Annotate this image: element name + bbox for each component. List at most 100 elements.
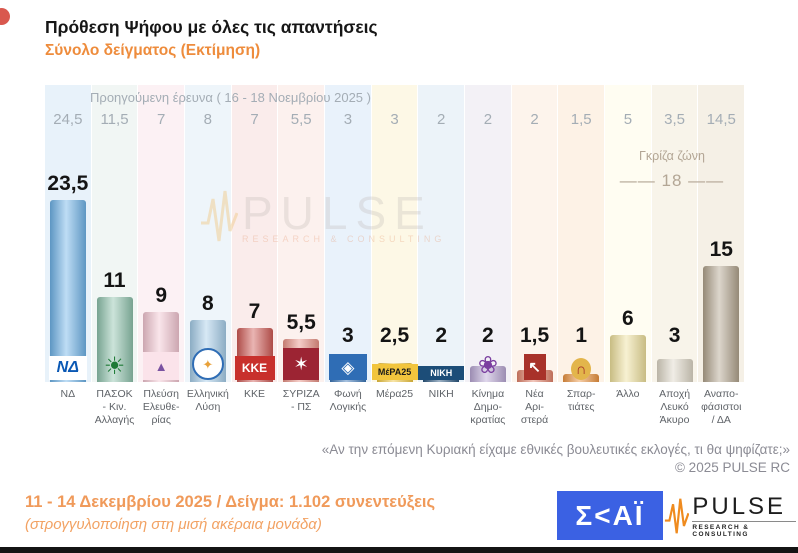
party-label: ΚΚΕ [244,388,266,400]
page-title: Πρόθεση Ψήφου με όλες τις απαντήσεις [45,17,378,37]
pulse-logo-divider [692,520,797,522]
gray-zone-label: Γκρίζα ζώνη [638,149,706,163]
previous-value: 11,5 [100,111,129,128]
party-label: ΝΙΚΗ [428,388,454,400]
previous-value: 5,5 [290,111,312,128]
party-column-6: 5,5 5,5 ✶ ΣΥΡΙΖΑ - ΠΣ [278,85,325,413]
previous-value: 5 [623,111,633,128]
party-column-5: 7 7 KKE ΚΚΕ [231,85,278,400]
nea-aristera-arrow-logo-icon: ↖ [523,354,546,380]
bar-value: 9 [155,284,168,307]
previous-value: 3,5 [664,111,685,128]
party-label: Πλεύση Ελευθε- ρίας [142,388,180,427]
party-column-4: 8 8 ✦ Ελληνική Λύση [185,85,231,413]
party-bar [49,200,86,382]
party-column-7: 3 3 ◈ Φωνή Λογικής [325,85,371,413]
party-column-9: 2 2 ΝΙΚΗ ΝΙΚΗ [418,85,465,400]
skai-logo-text: Σ<ΑΪ [575,499,645,531]
party-label: Σπαρ- τιάτες [566,388,596,414]
party-bar [469,366,506,382]
plefsi-boat-logo-icon: ▲ [143,352,180,380]
mera25-logo-icon: ΜέΡΑ25 [371,364,418,380]
survey-question: «Αν την επόμενη Κυριακή είχαμε εθνικές β… [250,441,790,477]
party-columns: 24,5 23,5 ΝΔ ΝΔ 11,5 11 ☀ ΠΑΣΟΚ - Κιν. Α… [45,85,745,426]
bar-value: 2 [482,324,494,347]
party-label: Αναπο- φάσιστοι / ΔΑ [701,388,742,427]
party-column-8: 3 2,5 ΜέΡΑ25 Μέρα25 [371,85,418,400]
niki-logo-icon: ΝΙΚΗ [418,366,465,380]
skai-logo: Σ<ΑΪ [557,491,663,540]
elliniki-lysi-compass-logo-icon: ✦ [191,348,224,380]
previous-value: 2 [483,111,493,128]
party-bar [96,297,133,382]
bar-value: 2 [435,324,448,347]
bar-value: 2,5 [379,324,410,347]
party-label: Κίνημα Δημο- κρατίας [470,388,506,427]
previous-survey-label: Προηγούμενη έρευνα ( 16 - 18 Νοεμβρίου 2… [90,90,371,105]
gray-zone-annotation: Γκρίζα ζώνη 18 [607,149,737,191]
previous-value: 14,5 [706,111,736,128]
previous-value: 7 [250,111,259,128]
bar-value: 1,5 [519,324,550,347]
bar-value: 23,5 [47,172,89,195]
pulse-logo: PULSE RESEARCH & CONSULTING [664,487,798,545]
bar-value: 5,5 [286,311,316,334]
party-column-1: 24,5 23,5 ΝΔ ΝΔ [45,85,91,400]
party-column-12: 1,5 1 ∩ Σπαρ- τιάτες [558,85,605,413]
pulse-logo-subtext: RESEARCH & CONSULTING [692,523,750,538]
spartiates-helmet-logo-icon: ∩ [571,358,592,380]
gray-zone-value: 18 [607,171,737,191]
party-column-13: 5 6 Άλλο [605,85,651,400]
pasok-sun-logo-icon: ☀ [103,353,126,380]
party-bar [609,335,646,382]
kke-logo-icon: KKE [234,356,275,380]
previous-value: 1,5 [570,111,592,128]
previous-value: 24,5 [53,111,83,128]
rounding-note: (στρογγυλοποίηση στη μισή ακέραια μονάδα… [25,516,322,533]
question-text: «Αν την επόμενη Κυριακή είχαμε εθνικές β… [321,442,790,457]
party-label: Μέρα25 [375,388,414,400]
party-label: Νέα Αρι- στερά [520,388,549,427]
pulse-logo-text: PULSE [692,492,787,520]
bar-value: 11 [103,269,126,292]
party-label: Άλλο [616,388,640,400]
record-dot-icon [0,8,10,25]
bar-value: 6 [622,307,634,330]
party-label: Φωνή Λογικής [329,388,367,414]
previous-value: 3 [343,111,353,128]
previous-value: 7 [157,111,166,128]
foni-logikis-logo-icon: ◈ [328,354,367,380]
party-label: Αποχή Λευκό Άκυρο [659,388,691,427]
previous-value: 3 [390,111,399,128]
bar-value: 7 [248,300,261,323]
copyright-text: © 2025 PULSE RC [674,460,790,476]
bar-value: 8 [202,292,214,315]
bar-value: 15 [709,238,733,261]
party-column-11: 2 1,5 ↖ Νέα Αρι- στερά [511,85,558,426]
subtitle: Σύνολο δείγματος (Εκτίμηση) [45,42,261,59]
party-column-15: 14,5 15 Αναπο- φάσιστοι / ΔΑ [698,85,745,426]
bar-value: 3 [342,324,354,347]
fieldwork-dates: 11 - 14 Δεκεμβρίου 2025 / Δείγμα: 1.102 … [25,493,436,511]
bar-chart: Προηγούμενη έρευνα ( 16 - 18 Νοεμβρίου 2… [45,85,745,426]
kinima-dimokratias-flower-logo-icon: ❀ [477,352,498,379]
syriza-star-logo-icon: ✶ [283,348,320,380]
bar-value: 1 [575,324,588,347]
party-label: ΣΥΡΙΖΑ - ΠΣ [282,388,320,414]
party-column-2: 11,5 11 ☀ ΠΑΣΟΚ - Κιν. Αλλαγής [91,85,138,426]
previous-value: 8 [203,111,213,128]
party-column-3: 7 9 ▲ Πλεύση Ελευθε- ρίας [138,85,185,426]
previous-value: 2 [530,111,539,128]
bar-value: 3 [668,324,681,347]
party-column-14: 3,5 3 Αποχή Λευκό Άκυρο [651,85,698,426]
party-label: ΠΑΣΟΚ - Κιν. Αλλαγής [94,388,135,427]
party-label: ΝΔ [60,388,76,400]
previous-value: 2 [437,111,446,128]
party-bar [703,266,740,382]
pulse-waveform-icon [664,498,690,534]
party-bar [656,359,693,382]
party-column-10: 2 2 ❀ Κίνημα Δημο- κρατίας [465,85,511,426]
nd-logo-icon: ΝΔ [48,356,87,380]
bottom-black-bar [0,547,798,553]
